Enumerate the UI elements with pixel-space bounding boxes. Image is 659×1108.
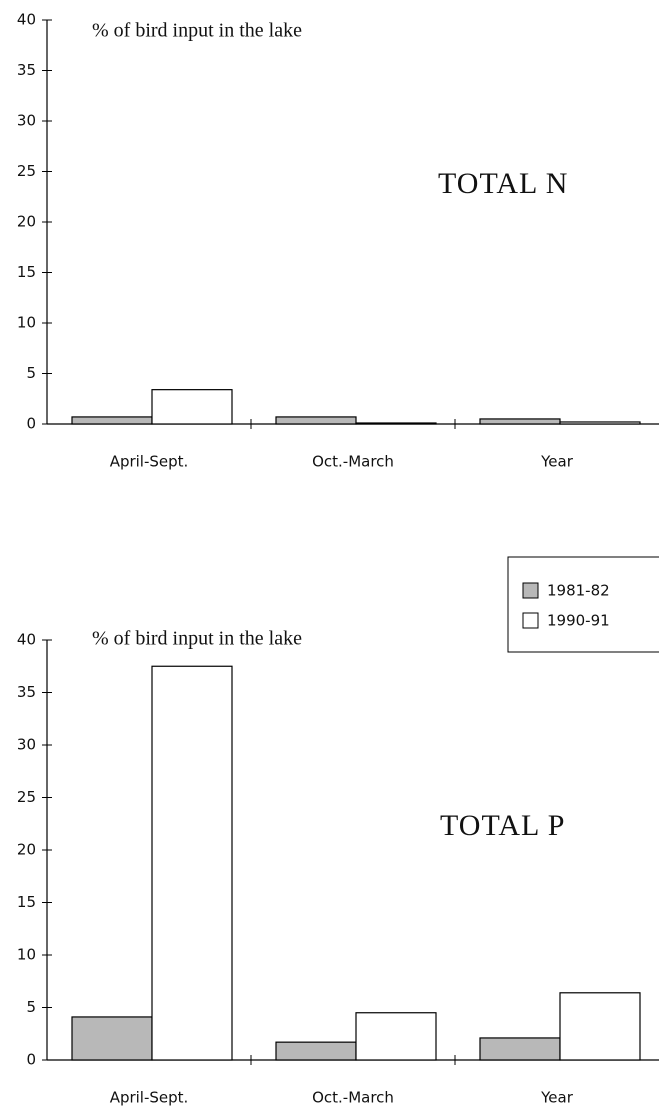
x-tick-label: Year	[540, 1089, 574, 1107]
legend-label: 1981-82	[547, 582, 610, 600]
legend-box	[507, 556, 659, 653]
y-tick-label: 25	[17, 162, 36, 180]
y-tick-label: 15	[17, 893, 36, 911]
bar: 1981-82	[71, 416, 153, 425]
bar: 1981-82	[275, 1041, 357, 1061]
y-tick-label: 20	[17, 213, 36, 231]
legend-swatch	[522, 582, 539, 599]
legend-label: 1990-91	[547, 612, 610, 630]
y-tick-label: 0	[26, 1051, 36, 1069]
bar: 1990-91	[559, 421, 641, 425]
annotation: TOTAL N	[438, 167, 568, 200]
y-tick-label: 25	[17, 788, 36, 806]
bar: 1981-82	[479, 1037, 561, 1061]
y-tick-label: 5	[26, 998, 36, 1016]
y-axis-label: % of bird input in the lake	[92, 628, 302, 650]
bar: 1990-91	[151, 665, 233, 1061]
y-tick-label: 10	[17, 946, 36, 964]
x-tick-label: April-Sept.	[110, 453, 189, 471]
x-tick-label: Oct.-March	[312, 1089, 394, 1107]
y-tick-label: 20	[17, 841, 36, 859]
y-tick-label: 30	[17, 736, 36, 754]
legend-swatch	[522, 612, 539, 629]
bar: 1981-82	[275, 416, 357, 425]
bar: 1990-91	[559, 992, 641, 1061]
bar: 1990-91	[151, 389, 233, 425]
y-tick-label: 15	[17, 263, 36, 281]
y-axis-label: % of bird input in the lake	[92, 20, 302, 42]
y-tick-label: 40	[17, 631, 36, 649]
y-tick-label: 10	[17, 314, 36, 332]
x-tick-label: April-Sept.	[110, 1089, 189, 1107]
annotation: TOTAL P	[440, 809, 565, 842]
y-tick-label: 30	[17, 112, 36, 130]
y-tick-label: 35	[17, 683, 36, 701]
bar: 1990-91	[355, 1012, 437, 1061]
bar: 1981-82	[479, 418, 561, 425]
bar: 1990-91	[355, 422, 437, 425]
x-tick-label: Year	[540, 453, 574, 471]
y-tick-label: 40	[17, 11, 36, 29]
y-tick-label: 0	[26, 415, 36, 433]
x-tick-label: Oct.-March	[312, 453, 394, 471]
bar: 1981-82	[71, 1016, 153, 1061]
y-tick-label: 35	[17, 61, 36, 79]
y-tick-label: 5	[26, 364, 36, 382]
